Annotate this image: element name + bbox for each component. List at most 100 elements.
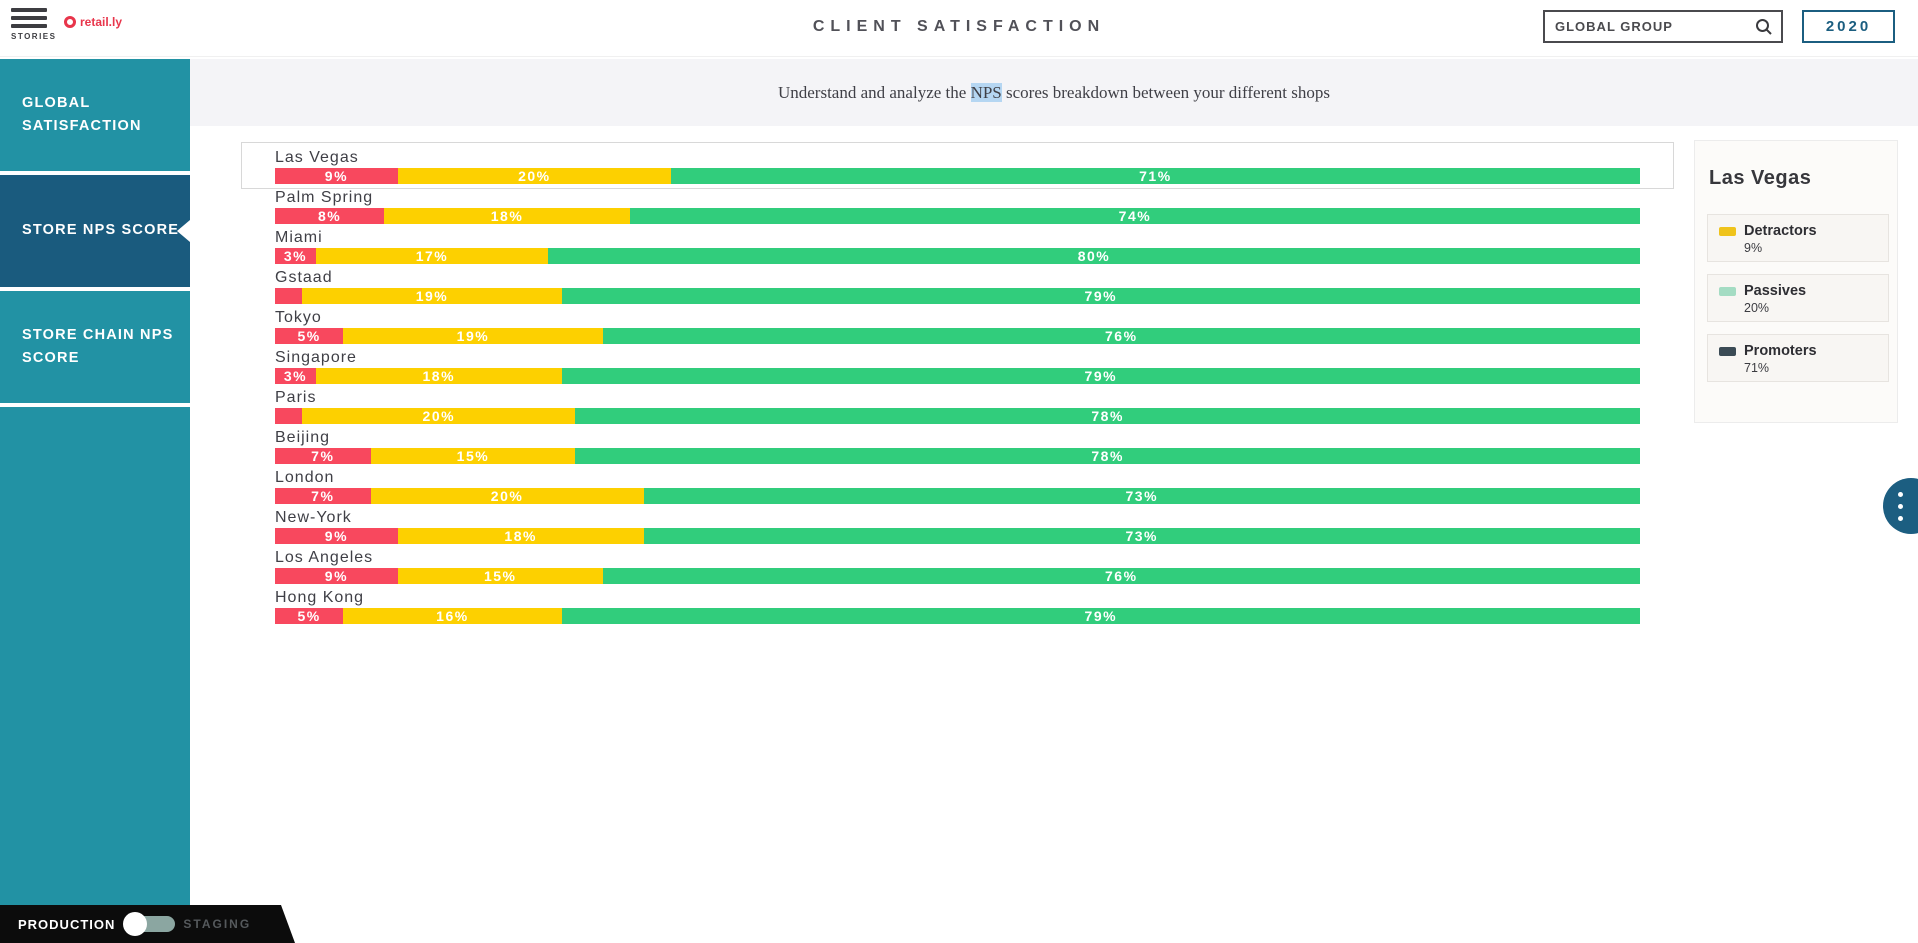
kebab-dot-icon bbox=[1898, 504, 1903, 509]
segment-value-label: 19% bbox=[415, 288, 449, 304]
segment-value-label: 18% bbox=[504, 528, 537, 544]
row-city-label: Singapore bbox=[275, 349, 357, 366]
row-bar: 9% 20% 71% bbox=[275, 168, 1640, 184]
bar-segment-detractors[interactable]: 3% bbox=[275, 248, 316, 264]
production-label: PRODUCTION bbox=[18, 916, 116, 932]
chart-row[interactable]: Singapore 3% 18% 79% bbox=[275, 348, 1640, 384]
segment-value-label: 18% bbox=[422, 368, 456, 384]
bar-segment-detractors[interactable]: 3% bbox=[275, 368, 316, 384]
bar-segment-promoters[interactable]: 79% bbox=[561, 368, 1640, 384]
kebab-menu-button[interactable] bbox=[1883, 478, 1918, 534]
segment-value-label: 18% bbox=[490, 208, 524, 224]
sidebar-item-store-nps-score[interactable]: STORE NPS SCORE bbox=[0, 175, 190, 287]
staging-label: STAGING bbox=[183, 917, 252, 931]
segment-value-label: 74% bbox=[1118, 208, 1152, 224]
segment-value-label: 5% bbox=[297, 328, 321, 344]
bar-segment-detractors[interactable]: 8% bbox=[275, 208, 385, 224]
bar-segment-detractors[interactable]: 9% bbox=[275, 568, 398, 584]
bar-segment-passives[interactable]: 18% bbox=[384, 208, 630, 224]
chart-row[interactable]: Beijing 7% 15% 78% bbox=[275, 428, 1640, 464]
bar-segment-passives[interactable]: 15% bbox=[370, 448, 576, 464]
chart-row[interactable]: Los Angeles 9% 15% 76% bbox=[275, 548, 1640, 584]
chart-row[interactable]: Miami 3% 17% 80% bbox=[275, 228, 1640, 264]
environment-toggle[interactable] bbox=[123, 912, 176, 936]
bar-segment-passives[interactable]: 17% bbox=[315, 248, 548, 264]
row-bar: 19% 79% bbox=[275, 288, 1640, 304]
nps-highlight: NPS bbox=[970, 82, 1002, 102]
chart-row[interactable]: London 7% 20% 73% bbox=[275, 468, 1640, 504]
bar-segment-passives[interactable]: 19% bbox=[343, 328, 603, 344]
row-bar: 8% 18% 74% bbox=[275, 208, 1640, 224]
detail-legend: Detractors 9% Passives 20% Promoters 71% bbox=[1707, 214, 1889, 382]
legend-card: Promoters 71% bbox=[1707, 334, 1889, 382]
legend-swatch-icon bbox=[1719, 346, 1736, 356]
segment-value-label: 19% bbox=[456, 328, 490, 344]
row-bar: 20% 78% bbox=[275, 408, 1640, 424]
row-city-label: London bbox=[275, 469, 335, 486]
chart-row[interactable]: Palm Spring 8% 18% 74% bbox=[275, 188, 1640, 224]
segment-value-label: 17% bbox=[415, 248, 449, 264]
bar-segment-passives[interactable]: 18% bbox=[315, 368, 562, 384]
segment-value-label: 71% bbox=[1139, 168, 1172, 184]
bar-segment-promoters[interactable]: 76% bbox=[602, 328, 1640, 344]
chart-row[interactable]: Tokyo 5% 19% 76% bbox=[275, 308, 1640, 344]
segment-value-label: 73% bbox=[1125, 528, 1159, 544]
bar-segment-detractors[interactable] bbox=[275, 408, 303, 424]
segment-value-label: 15% bbox=[456, 448, 490, 464]
bar-segment-promoters[interactable]: 74% bbox=[629, 208, 1640, 224]
legend-label: Passives bbox=[1744, 283, 1807, 299]
segment-value-label: 79% bbox=[1084, 288, 1118, 304]
bar-segment-promoters[interactable]: 78% bbox=[575, 408, 1640, 424]
hamburger-menu-button[interactable]: STORIES bbox=[11, 8, 57, 41]
bar-segment-promoters[interactable]: 76% bbox=[602, 568, 1640, 584]
subtitle-banner: Understand and analyze the NPS scores br… bbox=[190, 59, 1918, 126]
kebab-dot-icon bbox=[1898, 516, 1903, 521]
search-input[interactable] bbox=[1555, 19, 1755, 34]
bar-segment-detractors[interactable]: 5% bbox=[275, 608, 344, 624]
bar-segment-promoters[interactable]: 73% bbox=[643, 488, 1640, 504]
retailly-logo[interactable]: retail.ly bbox=[64, 15, 122, 29]
bar-segment-detractors[interactable]: 5% bbox=[275, 328, 344, 344]
bar-segment-passives[interactable]: 19% bbox=[302, 288, 562, 304]
bar-segment-promoters[interactable]: 80% bbox=[547, 248, 1640, 264]
row-bar: 3% 17% 80% bbox=[275, 248, 1640, 264]
row-city-label: New-York bbox=[275, 509, 352, 526]
chart-row[interactable]: Las Vegas 9% 20% 71% bbox=[241, 142, 1674, 189]
bar-segment-promoters[interactable]: 71% bbox=[670, 168, 1640, 184]
sidebar-item-global-satisfaction[interactable]: GLOBAL SATISFACTION bbox=[0, 59, 190, 171]
legend-swatch-icon bbox=[1719, 286, 1736, 296]
group-search-box[interactable] bbox=[1543, 10, 1783, 43]
legend-label: Promoters bbox=[1744, 343, 1817, 359]
bar-segment-promoters[interactable]: 79% bbox=[561, 288, 1640, 304]
chart-row[interactable]: Hong Kong 5% 16% 79% bbox=[275, 588, 1640, 624]
bar-segment-detractors[interactable]: 7% bbox=[275, 488, 371, 504]
row-bar: 5% 16% 79% bbox=[275, 608, 1640, 624]
sidebar: GLOBAL SATISFACTION STORE NPS SCORE STOR… bbox=[0, 59, 190, 905]
row-city-label: Beijing bbox=[275, 429, 331, 446]
bar-segment-passives[interactable]: 20% bbox=[302, 408, 576, 424]
bar-segment-passives[interactable]: 15% bbox=[397, 568, 603, 584]
bar-segment-promoters[interactable]: 79% bbox=[561, 608, 1640, 624]
segment-value-label: 8% bbox=[317, 208, 342, 224]
bar-segment-promoters[interactable]: 78% bbox=[575, 448, 1640, 464]
nps-chart: Las Vegas 9% 20% 71% Palm Spring 8% 18% 74% Miam… bbox=[241, 142, 1674, 628]
bar-segment-detractors[interactable]: 9% bbox=[275, 168, 398, 184]
bar-segment-passives[interactable]: 20% bbox=[397, 168, 671, 184]
sidebar-filler bbox=[0, 407, 190, 905]
sidebar-item-store-chain-nps-score[interactable]: STORE CHAIN NPS SCORE bbox=[0, 291, 190, 403]
row-city-label: Hong Kong bbox=[275, 589, 365, 606]
search-icon[interactable] bbox=[1755, 18, 1773, 36]
chart-row[interactable]: Paris 20% 78% bbox=[275, 388, 1640, 424]
chart-row[interactable]: New-York 9% 18% 73% bbox=[275, 508, 1640, 544]
bar-segment-passives[interactable]: 16% bbox=[343, 608, 562, 624]
segment-value-label: 20% bbox=[490, 488, 524, 504]
year-button[interactable]: 2020 bbox=[1802, 10, 1895, 43]
chart-row[interactable]: Gstaad 19% 79% bbox=[275, 268, 1640, 304]
bar-segment-promoters[interactable]: 73% bbox=[643, 528, 1640, 544]
segment-value-label: 76% bbox=[1105, 568, 1138, 584]
bar-segment-detractors[interactable]: 7% bbox=[275, 448, 371, 464]
bar-segment-detractors[interactable]: 9% bbox=[275, 528, 398, 544]
bar-segment-passives[interactable]: 18% bbox=[397, 528, 644, 544]
bar-segment-detractors[interactable] bbox=[275, 288, 303, 304]
bar-segment-passives[interactable]: 20% bbox=[370, 488, 644, 504]
